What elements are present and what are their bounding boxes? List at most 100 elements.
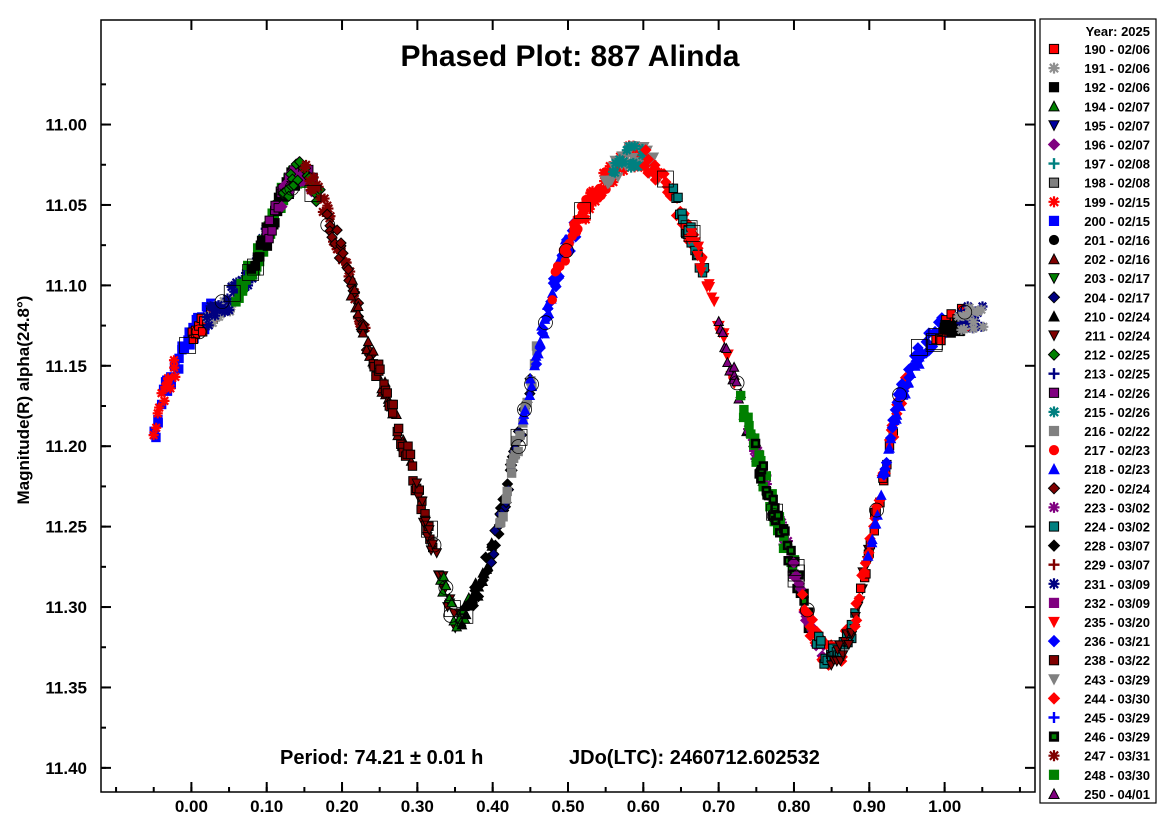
data-point	[440, 579, 452, 591]
data-point	[640, 144, 652, 156]
data-point-inner	[788, 548, 794, 553]
legend-entry: 224 - 03/02	[1084, 520, 1150, 535]
data-point	[936, 335, 946, 346]
data-point-outline	[574, 202, 591, 220]
data-point	[843, 639, 855, 651]
legend-entry: 211 - 02/24	[1085, 329, 1151, 344]
data-point	[526, 380, 538, 392]
data-point	[306, 184, 317, 195]
data-point	[349, 283, 361, 295]
legend-marker	[1048, 501, 1060, 513]
data-point	[598, 167, 609, 179]
legend-marker	[1048, 597, 1060, 608]
data-point-outline	[558, 243, 574, 259]
data-point	[642, 153, 655, 166]
legend-marker	[1048, 82, 1060, 93]
data-point	[337, 247, 349, 260]
data-point	[498, 512, 508, 522]
data-point	[837, 650, 849, 661]
data-point	[693, 241, 705, 253]
legend-entry: 250 - 04/01	[1084, 787, 1150, 802]
data-point	[264, 233, 274, 244]
x-tick-label: 0.90	[853, 797, 886, 816]
legend-entry: 202 - 02/16	[1084, 252, 1150, 267]
data-point	[215, 309, 226, 320]
data-point	[870, 518, 882, 529]
data-point	[405, 449, 416, 460]
legend-entry: 220 - 02/24	[1084, 481, 1151, 496]
legend-marker	[1047, 291, 1061, 304]
data-point	[678, 214, 688, 225]
data-point-outline	[517, 402, 532, 418]
data-point	[156, 388, 167, 399]
data-point-inner	[761, 463, 766, 469]
data-point	[978, 321, 989, 332]
legend-marker	[1047, 348, 1061, 361]
y-tick-label: 11.25	[45, 518, 87, 537]
data-point	[964, 302, 975, 313]
data-point	[958, 323, 970, 335]
data-point	[628, 157, 639, 168]
data-point	[903, 371, 915, 384]
legend-entry: 196 - 02/07	[1084, 138, 1150, 153]
data-point	[532, 348, 544, 359]
data-point	[609, 167, 620, 178]
y-tick-label: 11.05	[45, 196, 87, 215]
legend-marker	[1048, 769, 1060, 780]
data-point	[160, 381, 171, 393]
data-point-outline	[438, 580, 454, 596]
data-point	[591, 192, 602, 203]
data-point	[387, 408, 398, 418]
data-point	[456, 618, 468, 630]
data-point	[515, 430, 525, 441]
y-tick-label: 11.10	[45, 276, 87, 295]
data-point	[720, 342, 732, 354]
data-point-outline	[443, 600, 461, 618]
data-point-outline	[510, 428, 528, 446]
x-tick-label: 0.20	[325, 797, 358, 816]
data-point	[550, 280, 562, 293]
legend-entry: 214 - 02/26	[1084, 386, 1150, 401]
data-point	[388, 399, 398, 410]
legend-marker	[1047, 692, 1061, 705]
legend-marker	[1048, 425, 1060, 437]
legend-entry: 216 - 02/22	[1084, 424, 1150, 439]
data-point	[201, 311, 213, 322]
data-point-inner	[772, 505, 778, 510]
data-point	[291, 174, 304, 186]
data-point	[604, 161, 615, 172]
data-point	[219, 306, 230, 317]
data-point	[905, 361, 917, 374]
data-point	[963, 310, 974, 321]
data-point	[420, 516, 432, 528]
x-tick-label: 0.00	[175, 797, 208, 816]
data-point	[485, 556, 498, 569]
data-point	[347, 274, 359, 285]
data-point	[213, 300, 224, 311]
data-point	[629, 141, 640, 152]
data-point	[573, 214, 584, 225]
legend-entry: 215 - 02/26	[1084, 405, 1150, 420]
legend-entry: 201 - 02/16	[1084, 233, 1150, 248]
data-point	[357, 319, 369, 331]
data-point	[152, 408, 163, 419]
data-point-outline	[656, 170, 674, 188]
data-point	[618, 165, 629, 176]
data-point	[159, 395, 170, 406]
data-point	[501, 494, 512, 504]
x-tick-label: 0.30	[401, 797, 434, 816]
data-point	[899, 381, 911, 393]
data-point-outline	[304, 185, 322, 202]
data-point	[547, 295, 557, 305]
data-point	[154, 402, 165, 413]
data-point	[696, 256, 708, 268]
data-point	[519, 404, 531, 415]
legend-marker	[1047, 138, 1061, 151]
data-point-outline	[729, 375, 745, 391]
legend-marker	[1048, 158, 1060, 170]
data-point	[197, 327, 208, 337]
legend-entry: 210 - 02/24	[1084, 309, 1151, 324]
data-point	[717, 326, 729, 338]
data-point	[517, 413, 529, 425]
data-point	[342, 263, 355, 276]
